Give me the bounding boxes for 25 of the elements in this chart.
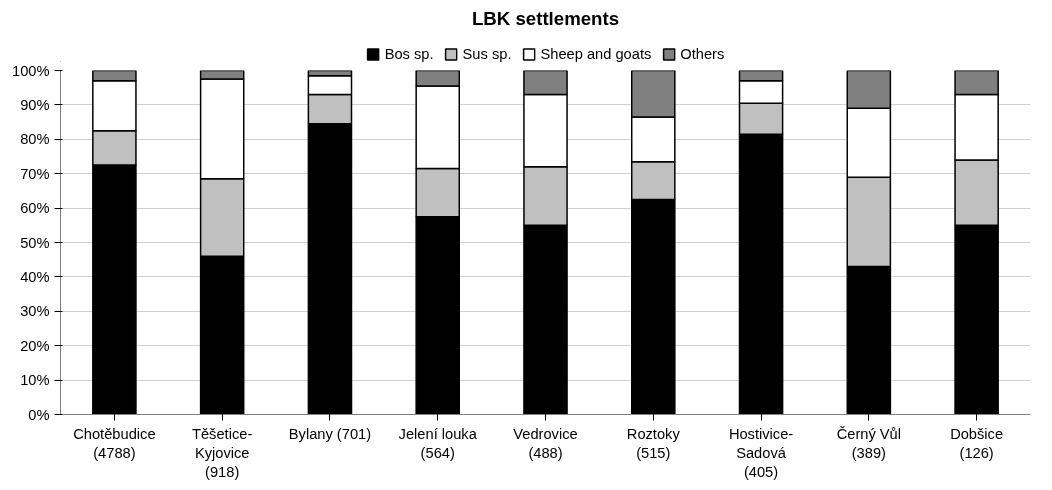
x-tick-label: Chotěbudice (4788) — [73, 425, 156, 461]
x-tick-label: Bylany (701) — [288, 425, 372, 442]
y-tick-label: 60% — [20, 200, 50, 217]
y-tick-label: 30% — [20, 303, 50, 320]
x-tick-label: Těšetice- Kyjovice (918) — [192, 425, 253, 480]
x-tick-label: Hostivice- Sadová (405) — [728, 425, 794, 480]
legend-label: Sheep and goats — [540, 46, 652, 62]
y-tick-label: 100% — [12, 62, 50, 79]
y-tick-label: 90% — [20, 96, 50, 113]
y-tick-label: 0% — [28, 406, 50, 423]
x-tick-label: Černý Vůl (389) — [836, 425, 902, 461]
y-tick-label: 70% — [20, 165, 50, 182]
chart-title: LBK settlements — [471, 7, 620, 29]
y-tick-label: 50% — [20, 234, 50, 251]
y-tick-label: 10% — [20, 372, 50, 389]
x-tick-label: Vedrovice (488) — [513, 425, 578, 461]
y-tick-label: 20% — [20, 337, 50, 354]
x-tick-label: Roztoky (515) — [626, 425, 681, 461]
x-tick-label: Dobšice (126) — [950, 425, 1004, 461]
legend-label: Sus sp. — [462, 46, 512, 62]
y-tick-label: 80% — [20, 131, 50, 148]
y-tick-label: 40% — [20, 268, 50, 285]
x-tick-label: Jelení louka (564) — [398, 425, 478, 461]
legend-label: Bos sp. — [384, 46, 434, 62]
legend-label: Others — [680, 46, 725, 62]
